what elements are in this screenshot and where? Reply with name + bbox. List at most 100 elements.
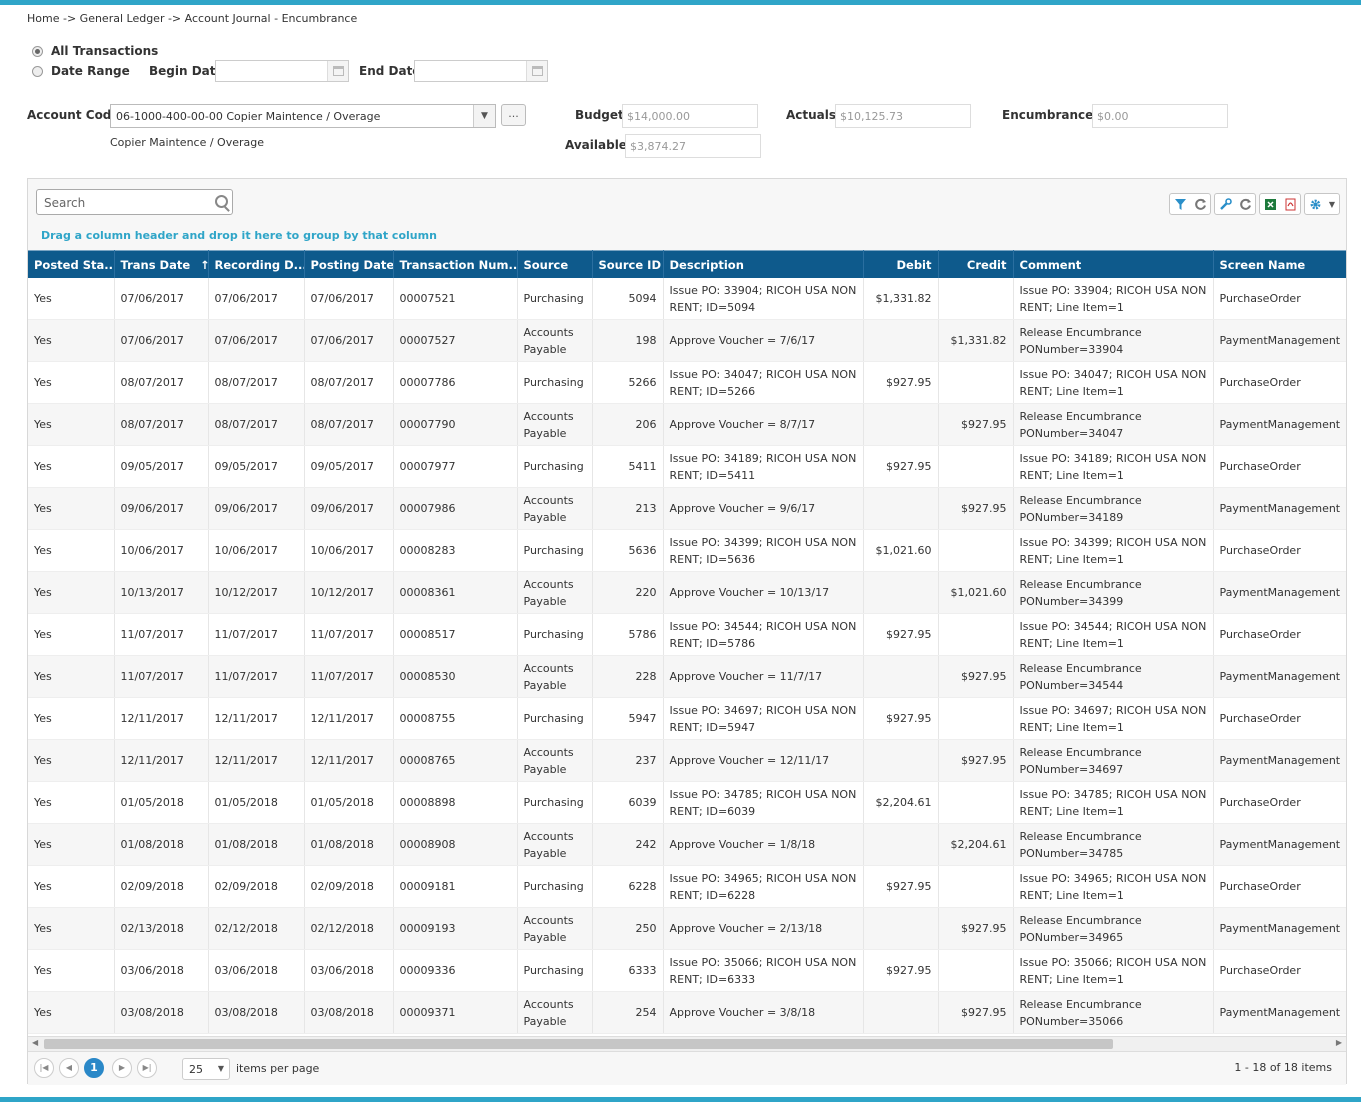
- last-page-icon[interactable]: ▶|: [137, 1058, 157, 1078]
- table-row[interactable]: Yes 12/11/2017 12/11/2017 12/11/2017 0000876…: [28, 739, 1346, 782]
- cell-source-id: 5636: [592, 529, 664, 572]
- page-button-current[interactable]: 1: [84, 1058, 104, 1078]
- reset-icon[interactable]: [1235, 194, 1255, 214]
- cell-debit: [863, 655, 939, 698]
- col-source-id[interactable]: Source ID: [592, 250, 664, 278]
- col-posting-date[interactable]: Posting Date: [304, 250, 394, 278]
- col-screen-name[interactable]: Screen Name: [1213, 250, 1346, 278]
- col-recording-date[interactable]: Recording D...: [208, 250, 305, 278]
- table-row[interactable]: Yes 09/05/2017 09/05/2017 09/05/2017 0000797…: [28, 445, 1346, 488]
- table-row[interactable]: Yes 07/06/2017 07/06/2017 07/06/2017 0000752…: [28, 278, 1346, 320]
- col-credit[interactable]: Credit: [938, 250, 1014, 278]
- cell-description: Issue PO: 34697; RICOH USA NON RENT; ID=…: [663, 697, 864, 740]
- search-icon[interactable]: [215, 195, 228, 208]
- wrench-icon[interactable]: [1215, 194, 1235, 214]
- cell-credit: $1,331.82: [938, 319, 1014, 362]
- first-page-icon[interactable]: |◀: [34, 1058, 54, 1078]
- cell-source-id: 5094: [592, 278, 664, 320]
- cell-description: Approve Voucher = 1/8/18: [663, 823, 864, 866]
- table-row[interactable]: Yes 11/07/2017 11/07/2017 11/07/2017 0000851…: [28, 613, 1346, 656]
- col-description[interactable]: Description: [663, 250, 864, 278]
- table-row[interactable]: Yes 08/07/2017 08/07/2017 08/07/2017 0000779…: [28, 403, 1346, 446]
- cell-source: Accounts Payable: [517, 739, 593, 782]
- all-transactions-option[interactable]: All Transactions: [32, 44, 158, 58]
- col-debit[interactable]: Debit: [863, 250, 939, 278]
- calendar-icon[interactable]: [526, 61, 547, 81]
- table-row[interactable]: Yes 12/11/2017 12/11/2017 12/11/2017 0000875…: [28, 697, 1346, 740]
- table-row[interactable]: Yes 01/05/2018 01/05/2018 01/05/2018 0000889…: [28, 781, 1346, 824]
- account-lookup-button[interactable]: ...: [501, 104, 526, 126]
- next-page-icon[interactable]: ▶: [112, 1058, 132, 1078]
- table-row[interactable]: Yes 10/06/2017 10/06/2017 10/06/2017 0000828…: [28, 529, 1346, 572]
- begin-date-field[interactable]: [215, 60, 349, 82]
- cell-posted-status: Yes: [28, 403, 115, 446]
- scroll-right-icon[interactable]: ▶: [1335, 1038, 1342, 1047]
- cell-posting-date: 01/08/2018: [304, 823, 394, 866]
- col-posted-status[interactable]: Posted Sta...: [28, 250, 115, 278]
- cell-posted-status: Yes: [28, 991, 115, 1034]
- table-row[interactable]: Yes 07/06/2017 07/06/2017 07/06/2017 0000752…: [28, 319, 1346, 362]
- header-row: Posted Sta... Trans Date ↑ Recording D..…: [28, 250, 1346, 278]
- table-row[interactable]: Yes 03/06/2018 03/06/2018 03/06/2018 0000933…: [28, 949, 1346, 992]
- cell-description: Approve Voucher = 10/13/17: [663, 571, 864, 614]
- cell-description: Issue PO: 34785; RICOH USA NON RENT; ID=…: [663, 781, 864, 824]
- table-row[interactable]: Yes 02/09/2018 02/09/2018 02/09/2018 0000918…: [28, 865, 1346, 908]
- cell-debit: [863, 907, 939, 950]
- pdf-icon[interactable]: [1280, 194, 1300, 214]
- cell-source: Purchasing: [517, 529, 593, 572]
- refresh-icon[interactable]: [1190, 194, 1210, 214]
- calendar-icon[interactable]: [327, 61, 348, 81]
- cell-debit: [863, 571, 939, 614]
- cell-source: Accounts Payable: [517, 907, 593, 950]
- col-trans-date[interactable]: Trans Date ↑: [114, 250, 209, 278]
- col-source[interactable]: Source: [517, 250, 593, 278]
- cell-debit: $1,021.60: [863, 529, 939, 572]
- table-row[interactable]: Yes 11/07/2017 11/07/2017 11/07/2017 0000853…: [28, 655, 1346, 698]
- cell-transaction-number: 00009181: [393, 865, 518, 908]
- table-row[interactable]: Yes 03/08/2018 03/08/2018 03/08/2018 0000937…: [28, 991, 1346, 1034]
- excel-icon[interactable]: [1260, 194, 1280, 214]
- end-date-field[interactable]: [414, 60, 548, 82]
- cell-transaction-number: 00009193: [393, 907, 518, 950]
- col-transaction-number[interactable]: Transaction Num...: [393, 250, 518, 278]
- date-range-radio[interactable]: [32, 65, 43, 77]
- account-code-label: Account Code:: [27, 108, 125, 122]
- search-input[interactable]: Search: [36, 189, 233, 215]
- table-row[interactable]: Yes 08/07/2017 08/07/2017 08/07/2017 0000778…: [28, 361, 1346, 404]
- table-row[interactable]: Yes 10/13/2017 10/12/2017 10/12/2017 0000836…: [28, 571, 1346, 614]
- end-date-label: End Date: [359, 64, 421, 78]
- cell-source-id: 5411: [592, 445, 664, 488]
- cell-debit: $927.95: [863, 613, 939, 656]
- cell-trans-date: 08/07/2017: [114, 403, 209, 446]
- scrollbar-thumb[interactable]: [44, 1039, 1113, 1049]
- page-size-select[interactable]: 25 ▼: [182, 1058, 230, 1080]
- table-row[interactable]: Yes 01/08/2018 01/08/2018 01/08/2018 0000890…: [28, 823, 1346, 866]
- filter-icon[interactable]: [1170, 194, 1190, 214]
- available-label: Available:: [565, 138, 632, 152]
- date-range-option[interactable]: Date Range: [32, 64, 130, 78]
- table-row[interactable]: Yes 09/06/2017 09/06/2017 09/06/2017 0000798…: [28, 487, 1346, 530]
- cell-posting-date: 03/06/2018: [304, 949, 394, 992]
- cell-debit: $927.95: [863, 949, 939, 992]
- cell-source-id: 6039: [592, 781, 664, 824]
- table-row[interactable]: Yes 02/13/2018 02/12/2018 02/12/2018 0000919…: [28, 907, 1346, 950]
- chevron-down-icon[interactable]: ▼: [473, 105, 495, 127]
- cell-posting-date: 07/06/2017: [304, 319, 394, 362]
- chevron-down-icon[interactable]: ▼: [1328, 199, 1336, 209]
- account-code-select[interactable]: 06-1000-400-00-00 Copier Maintence / Ove…: [110, 104, 496, 128]
- cell-comment: Release Encumbrance PONumber=33904: [1013, 319, 1214, 362]
- cell-screen-name: PurchaseOrder: [1213, 613, 1346, 656]
- cell-posting-date: 08/07/2017: [304, 403, 394, 446]
- cell-transaction-number: 00007790: [393, 403, 518, 446]
- all-transactions-radio[interactable]: [32, 45, 43, 57]
- horizontal-scrollbar[interactable]: ◀ ▶: [28, 1036, 1346, 1051]
- col-comment[interactable]: Comment: [1013, 250, 1214, 278]
- cell-recording-date: 07/06/2017: [208, 319, 305, 362]
- pager-info: 1 - 18 of 18 items: [1234, 1061, 1332, 1074]
- gear-icon[interactable]: [1305, 194, 1325, 214]
- scroll-left-icon[interactable]: ◀: [32, 1038, 39, 1047]
- cell-credit: [938, 697, 1014, 740]
- cell-debit: [863, 823, 939, 866]
- cell-comment: Issue PO: 34399; RICOH USA NON RENT; Lin…: [1013, 529, 1214, 572]
- prev-page-icon[interactable]: ◀: [59, 1058, 79, 1078]
